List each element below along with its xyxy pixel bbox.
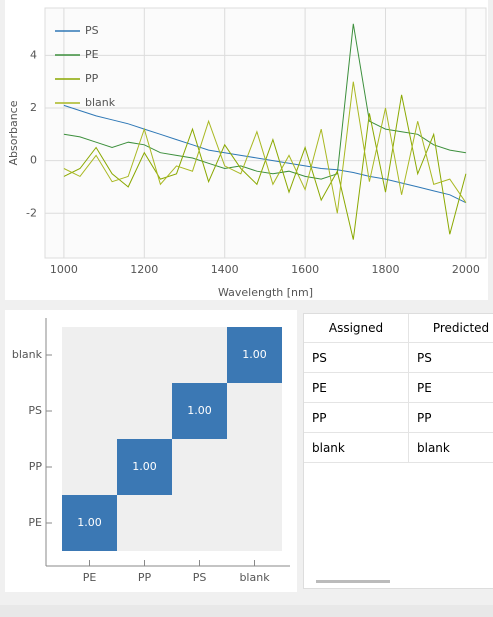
table-cell[interactable]: PE [409,373,493,402]
x-tick-label: PP [138,571,152,584]
x-tick-label: 1200 [130,263,158,276]
x-tick-label: blank [239,571,270,584]
table-cell[interactable]: Assigned [304,314,409,342]
legend-label: PS [85,24,99,37]
cell-label: 1.00 [132,460,157,473]
table-body: PS PS PE PE PP PP blank blank [304,343,493,463]
heatmap-cell [172,495,227,551]
table-row[interactable]: PP PP [304,403,493,433]
cell-label: 1.00 [187,404,212,417]
x-tick-label: 1800 [371,263,399,276]
y-tick-label: PP [29,460,43,473]
heatmap-cell [117,383,172,439]
x-tick-label: 2000 [452,263,480,276]
table-cell[interactable]: PP [304,403,409,432]
heatmap-cell [62,495,117,551]
cell-label: 1.00 [77,516,102,529]
table-cell[interactable]: blank [304,433,409,462]
y-tick-label: -2 [26,206,37,219]
heatmap-cell [227,383,282,439]
y-tick-label: 4 [30,48,37,61]
heatmap-cell [172,439,227,495]
heatmap-cell [227,495,282,551]
table-cell[interactable]: PP [409,403,493,432]
status-bar [0,605,493,617]
heatmap-cell [117,495,172,551]
charts: 1000 1200 1400 1600 1800 2000 -2 0 2 4 Wavelength … [7,7,487,584]
table-header: Assigned Predicted [304,314,493,343]
x-axis-label: Wavelength [nm] [218,286,313,299]
legend-label: PP [85,72,99,85]
table-row[interactable]: blank blank [304,433,493,463]
heatmap-cell [172,383,227,439]
scrollbar[interactable] [316,580,390,583]
y-tick-label: 2 [30,101,37,114]
heatmap-cell [227,439,282,495]
table-cell[interactable]: PS [304,343,409,372]
heatmap-cell [227,327,282,383]
y-tick-label: PE [28,516,42,529]
heatmap-cell [172,327,227,383]
table-cell[interactable]: Predicted [409,314,493,342]
x-tick-label: 1600 [291,263,319,276]
table-cell[interactable]: PE [304,373,409,402]
legend-label: blank [85,96,116,109]
heatmap-cell [62,439,117,495]
y-axis-label: Absorbance [7,100,20,165]
series-line [63,94,467,240]
x-tick-label: 1400 [211,263,239,276]
heatmap-cell [62,327,117,383]
y-tick-label: 0 [30,154,37,167]
table-row[interactable]: PE PE [304,373,493,403]
heatmap-cell [62,383,117,439]
legend-label: PE [85,48,99,61]
x-tick-label: PE [83,571,97,584]
y-tick-label: PS [28,404,42,417]
heatmap-cell [117,327,172,383]
plot-area [44,7,487,259]
result-table[interactable]: Assigned Predicted PS PS PE PE PP PP blank blank [303,313,493,589]
table-cell[interactable]: PS [409,343,493,372]
table-cell[interactable]: blank [409,433,493,462]
table-row[interactable]: PS PS [304,343,493,373]
y-tick-label: blank [12,348,43,361]
x-tick-label: PS [193,571,207,584]
x-tick-label: 1000 [50,263,78,276]
cell-label: 1.00 [242,348,267,361]
series-line [63,81,467,214]
heatmap-cell [117,439,172,495]
series-line [63,23,466,180]
